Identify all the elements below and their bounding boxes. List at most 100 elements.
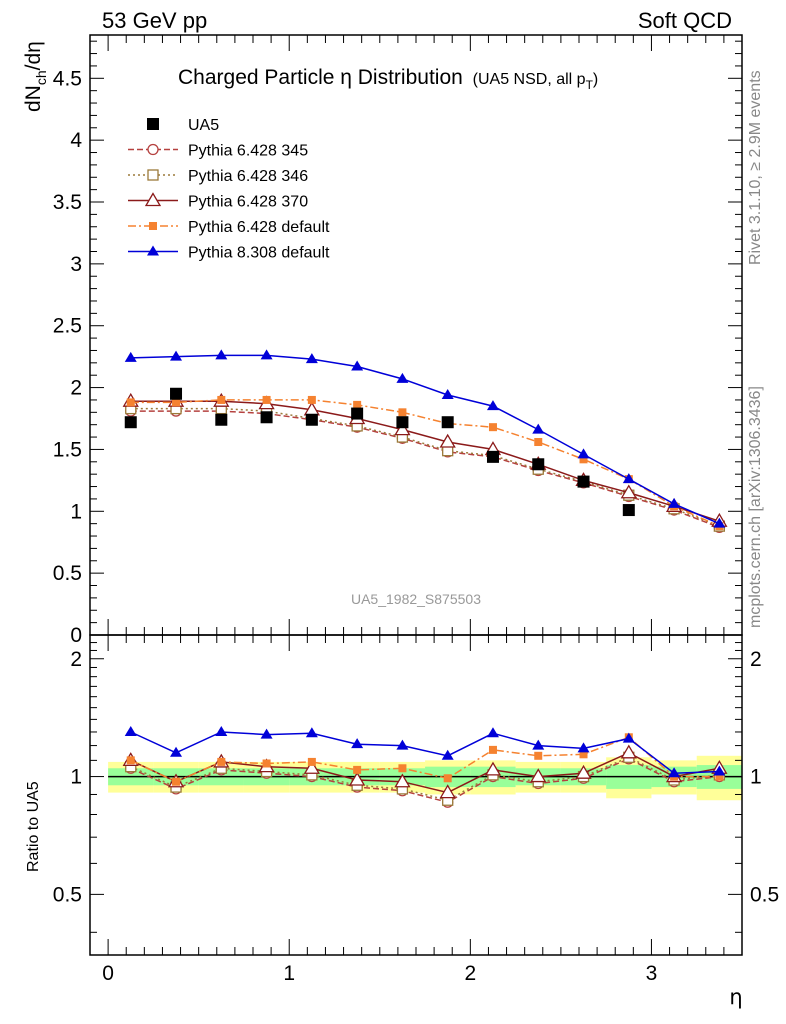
ratio-series-point	[215, 725, 228, 736]
series-point	[307, 395, 316, 404]
ratio-series-point	[303, 759, 320, 774]
ua5-data-point	[305, 413, 318, 426]
ua5-data-point	[622, 504, 635, 517]
main-y-tick-label: 3.5	[53, 191, 82, 214]
ratio-series-layer	[122, 725, 728, 808]
ratio-y-axis-label: Ratio to UA5	[25, 781, 42, 872]
series-point	[622, 473, 635, 484]
ratio-series-point	[620, 744, 637, 759]
main-y-tick-label: 3	[70, 253, 82, 276]
analysis-watermark: UA5_1982_S875503	[351, 591, 481, 607]
ua5-data-point	[260, 411, 273, 424]
legend-marker	[147, 169, 159, 181]
ua5-data-point	[215, 413, 228, 426]
x-axis-ticks: 0 1 2 3	[102, 35, 743, 985]
legend: UA5 Pythia 6.428 345 Pythia 6.428 346 Pythi…	[128, 117, 330, 262]
series-line	[130, 410, 720, 529]
ratio-y-tick-label: 2	[70, 648, 82, 671]
ratio-series-point	[439, 784, 456, 799]
legend-marker	[147, 143, 159, 156]
y-label-main: dN	[22, 85, 45, 112]
series-point	[620, 484, 637, 499]
x-tick-label: 0	[102, 962, 114, 985]
main-y-tick-label: 2	[70, 377, 82, 400]
ratio-y-tick-label-right: 1	[750, 766, 762, 789]
ratio-series-point	[622, 732, 635, 743]
main-y-tick-label: 4	[70, 129, 82, 152]
series-line	[130, 400, 720, 522]
ratio-series-point	[715, 772, 724, 781]
series-point	[488, 423, 497, 432]
series-point	[441, 389, 454, 399]
legend-marker	[147, 245, 159, 256]
ratio-series-point	[124, 725, 137, 736]
chart-title-main: Charged Particle η Distribution	[178, 66, 463, 89]
ratio-series-point	[262, 759, 271, 768]
series-point	[262, 395, 271, 404]
main-y-tick-label: 0	[70, 624, 82, 647]
series-point	[577, 448, 590, 459]
ratio-series-point	[353, 765, 362, 774]
chart-title: Charged Particle η Distribution (UA5 NSD…	[178, 66, 598, 92]
ratio-y-tick-label-right: 2	[750, 648, 762, 671]
ua5-data-point	[577, 475, 590, 488]
series-point	[532, 423, 545, 434]
ratio-series-point	[668, 767, 681, 778]
header-right: Soft QCD	[638, 8, 732, 33]
series-point	[486, 400, 499, 411]
x-tick-label: 3	[646, 962, 658, 985]
series-point	[353, 400, 362, 409]
ratio-series-point	[349, 771, 366, 786]
ua5-data-point	[441, 416, 454, 429]
main-y-axis-label: dNch/dη	[22, 41, 49, 112]
main-y-tick-label: 2.5	[53, 315, 82, 338]
series-point	[668, 497, 681, 508]
series-point	[534, 438, 543, 447]
ratio-series-line	[130, 731, 720, 774]
series-point	[305, 353, 318, 364]
series-point	[351, 360, 364, 371]
ratio-series-point	[486, 727, 499, 738]
series-point	[126, 398, 135, 407]
legend-label: Pythia 6.428 346	[188, 168, 308, 185]
series-point	[439, 433, 456, 448]
ratio-y-tick-label-right: 0.5	[750, 883, 779, 906]
legend-label: Pythia 6.428 default	[188, 219, 330, 236]
ratio-series-point	[398, 764, 407, 773]
main-y-tick-label: 0.5	[53, 562, 82, 585]
ratio-series-point	[172, 777, 181, 786]
series-point	[394, 421, 411, 436]
ua5-data-point	[396, 416, 409, 429]
ratio-series-point	[260, 728, 273, 739]
ua5-data-point	[124, 416, 137, 429]
ratio-y-tick-label: 0.5	[53, 883, 82, 906]
ua5-data-point	[351, 407, 364, 420]
legend-marker	[144, 192, 162, 207]
ratio-series-point	[351, 738, 364, 749]
ratio-series-point	[394, 773, 411, 788]
series-point	[170, 350, 183, 361]
ratio-series-point	[217, 757, 226, 766]
ratio-series-point	[170, 746, 183, 757]
main-y-tick-label: 1.5	[53, 438, 82, 461]
ratio-series-point	[305, 727, 318, 738]
main-y-ticks: 0 0.5 1 1.5 2 2.5 3 3.5 4 4.5	[53, 40, 742, 647]
series-point	[217, 395, 226, 404]
x-tick-label: 2	[464, 962, 476, 985]
legend-marker-ua5	[147, 118, 159, 130]
series-line	[130, 407, 720, 527]
ratio-series-point	[443, 774, 452, 783]
legend-label: Pythia 6.428 370	[188, 194, 308, 211]
ratio-series-point	[575, 764, 592, 779]
ratio-series-point	[530, 768, 547, 783]
ratio-y-tick-label: 1	[70, 766, 82, 789]
ratio-series-line	[130, 751, 720, 794]
series-point	[398, 408, 407, 417]
ua5-data-point	[170, 387, 183, 400]
series-point	[260, 349, 273, 360]
ratio-series-point	[488, 745, 497, 754]
ratio-series-point	[534, 751, 543, 760]
header-left: 53 GeV pp	[102, 8, 207, 33]
chart-title-suffix: (UA5 NSD, all p	[473, 71, 586, 88]
mcplots-reference-label: mcplots.cern.ch [arXiv:1306.3436]	[747, 386, 764, 628]
